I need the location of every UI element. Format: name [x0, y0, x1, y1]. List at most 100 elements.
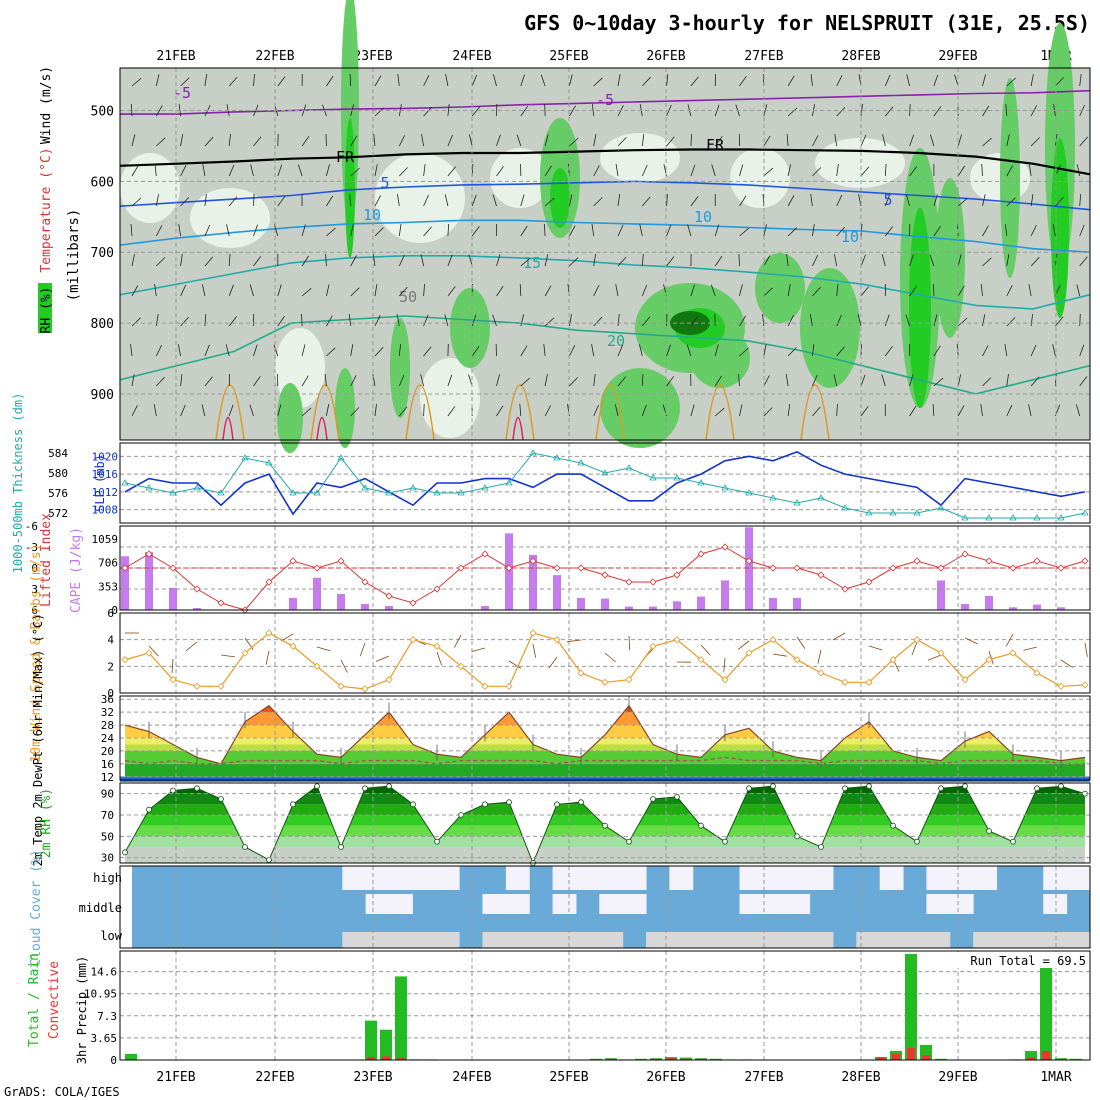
wind-barb	[544, 254, 549, 267]
date-label: 25FEB	[549, 49, 588, 64]
wind-barb	[1030, 137, 1040, 147]
precip-total-bar	[125, 1053, 137, 1060]
wind-barb	[738, 253, 740, 267]
wind-barb	[131, 374, 135, 387]
isotherm-25-bubble	[705, 384, 735, 441]
thickness-marker	[529, 449, 537, 456]
wind-barb	[714, 344, 719, 357]
cloud-low-cell	[342, 932, 367, 948]
wind-barb	[933, 345, 941, 357]
wind-barb	[253, 193, 255, 207]
wind-speed-marker	[481, 682, 489, 690]
precip-total-bar	[380, 1029, 392, 1060]
wind-barb	[833, 374, 838, 387]
wind-barb	[785, 374, 789, 387]
wind-barb	[909, 374, 914, 387]
wind-barb	[836, 194, 843, 207]
wind-speed-marker	[769, 636, 777, 644]
wind-barb	[884, 314, 890, 327]
wind-speed-marker	[1081, 681, 1089, 689]
rh-patch-moist	[755, 253, 805, 323]
wind-speed-marker	[577, 669, 585, 677]
cape-bar	[553, 575, 561, 610]
y-tick-label: 24	[101, 732, 115, 745]
wind-barb	[666, 344, 671, 357]
wind-barb	[787, 284, 791, 297]
wind-barb	[496, 285, 504, 297]
wind-barb	[1079, 344, 1085, 357]
wind-barb	[1079, 193, 1082, 207]
wind-barb	[933, 225, 941, 237]
precip-total-bar	[935, 1058, 947, 1060]
wind-barb	[666, 193, 668, 207]
wind-barb	[374, 227, 384, 237]
wind-barb	[1029, 164, 1032, 177]
wind-barb	[860, 374, 866, 387]
wind-barb	[202, 284, 206, 297]
rh-marker	[1058, 783, 1064, 790]
y-tick-label: 7.3	[97, 1010, 117, 1023]
rh-marker	[362, 785, 368, 792]
wind-barb	[423, 75, 430, 87]
lifted-index-marker	[697, 550, 705, 558]
wind-barb	[812, 286, 821, 297]
cloud-middle-cell	[949, 894, 974, 914]
rh-marker	[170, 787, 176, 794]
wind-barb	[982, 345, 989, 357]
wind-barb	[544, 197, 555, 207]
wind-barb	[301, 255, 309, 267]
wind-barb	[911, 641, 918, 656]
wind-barb	[763, 287, 773, 297]
legend-rh: RH (%)	[39, 287, 54, 334]
rh-patch-moist	[335, 368, 355, 448]
wind-barb	[857, 314, 862, 327]
legend-temperature: Temperature (°C)	[39, 147, 54, 272]
wind-barb	[201, 404, 206, 417]
y-tick-label-thickness: 576	[48, 487, 68, 500]
lifted-index-marker	[289, 557, 297, 565]
rh-patch-saturated	[909, 208, 931, 408]
thickness-marker	[1033, 514, 1041, 521]
rh-marker	[194, 785, 200, 792]
wind-barb	[398, 254, 405, 267]
wind-barb	[447, 254, 453, 267]
date-label: 21FEB	[156, 49, 195, 64]
wind-barb	[445, 74, 449, 87]
wind-barb	[615, 164, 619, 177]
temp-line	[124, 704, 1086, 765]
wind-barb	[301, 407, 312, 417]
wind-barb	[532, 643, 537, 658]
wind-barb	[641, 373, 644, 387]
precip-convective-bar	[652, 1058, 660, 1060]
cape-bar	[673, 601, 681, 610]
wind-barb	[298, 164, 303, 177]
cape-bar	[529, 554, 537, 610]
wind-speed-marker	[601, 678, 609, 686]
wind-barb	[690, 404, 695, 417]
wind-barb	[131, 134, 136, 147]
cape-bar	[385, 606, 393, 610]
wind-barb	[988, 650, 994, 665]
cape-bar	[961, 604, 969, 610]
cloud-middle-cell	[622, 894, 647, 914]
wind-barb	[639, 344, 643, 357]
wind-barb	[204, 313, 207, 327]
wind-barb	[687, 224, 692, 237]
wind-barb	[1030, 225, 1037, 237]
wind-barb	[617, 376, 627, 387]
wind-speed-marker	[913, 636, 921, 644]
wind-barb	[447, 374, 453, 387]
y-tick-label-cape: 0	[111, 604, 118, 617]
wind-barb	[154, 284, 157, 297]
y-axis-label-thickness: 1000-500mb Thickness (dm)	[11, 393, 25, 574]
y-tick-label: 20	[101, 745, 114, 758]
cloud-row-label: middle	[79, 901, 122, 915]
wind-barb	[548, 656, 558, 669]
rh-patch-moist	[1000, 78, 1020, 278]
rh-marker	[482, 801, 488, 808]
wind-barb	[812, 344, 815, 357]
rh-patch-dry	[815, 138, 905, 188]
wind-barb	[423, 403, 425, 417]
wind-barb	[420, 374, 424, 387]
wind-barb	[1030, 194, 1034, 207]
